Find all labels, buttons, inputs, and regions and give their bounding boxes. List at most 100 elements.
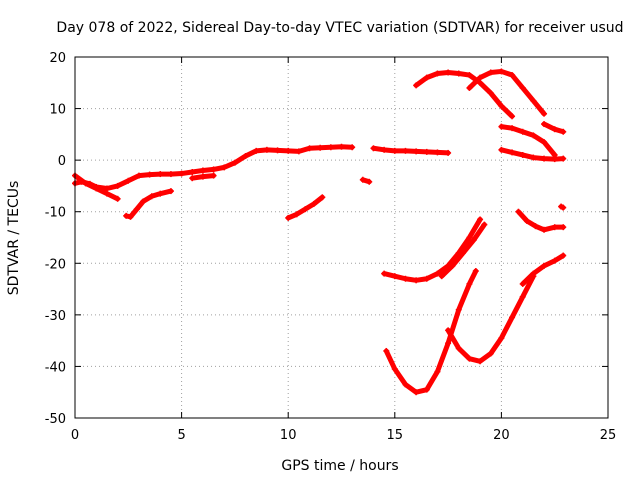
data-point bbox=[381, 270, 388, 277]
chart-title: Day 078 of 2022, Sidereal Day-to-day VTE… bbox=[56, 20, 623, 36]
data-series bbox=[438, 221, 488, 280]
data-point bbox=[413, 277, 420, 284]
data-point bbox=[253, 147, 260, 154]
data-point bbox=[157, 190, 164, 197]
data-point bbox=[541, 121, 548, 128]
data-point bbox=[434, 368, 441, 375]
data-series-trace bbox=[72, 144, 355, 192]
data-point bbox=[519, 293, 526, 300]
data-point bbox=[242, 153, 249, 160]
data-series-trace bbox=[541, 121, 566, 135]
data-point bbox=[317, 144, 324, 151]
data-point bbox=[285, 147, 292, 154]
data-point bbox=[423, 74, 430, 81]
data-point bbox=[133, 206, 140, 213]
data-point bbox=[560, 128, 567, 135]
y-tick-label: -40 bbox=[45, 360, 66, 375]
data-point bbox=[472, 268, 479, 275]
data-point bbox=[391, 273, 398, 280]
data-point bbox=[434, 270, 441, 277]
data-series-trace bbox=[413, 69, 515, 119]
data-point bbox=[519, 128, 526, 135]
data-point bbox=[434, 70, 441, 77]
data-point bbox=[541, 139, 548, 146]
data-point bbox=[560, 155, 567, 162]
data-point bbox=[114, 182, 121, 189]
data-point bbox=[210, 166, 217, 173]
data-point bbox=[498, 68, 505, 75]
y-tick-label: -50 bbox=[45, 412, 66, 427]
data-point bbox=[140, 198, 147, 205]
data-point bbox=[381, 146, 388, 153]
data-point bbox=[434, 149, 441, 156]
data-point bbox=[310, 200, 317, 207]
data-point bbox=[541, 226, 548, 233]
data-point bbox=[370, 145, 377, 152]
data-point bbox=[199, 173, 206, 180]
data-point bbox=[460, 249, 467, 256]
data-series bbox=[466, 68, 548, 117]
y-tick-label: 0 bbox=[58, 154, 66, 169]
data-series bbox=[515, 208, 567, 233]
ticks: 0 5 10 15 20 25 -50 -40 -30 -20 -10 0 10 20 bbox=[45, 51, 617, 443]
data-point bbox=[210, 172, 217, 179]
data-point bbox=[423, 386, 430, 393]
x-axis-label: GPS time / hours bbox=[281, 458, 398, 474]
data-series bbox=[72, 172, 121, 202]
data-point bbox=[560, 224, 567, 231]
data-point bbox=[189, 169, 196, 176]
data-point bbox=[523, 217, 530, 224]
data-point bbox=[349, 144, 356, 151]
data-point bbox=[189, 175, 196, 182]
y-tick-label: -10 bbox=[45, 206, 66, 221]
x-tick-label: 10 bbox=[280, 428, 297, 443]
data-point bbox=[293, 211, 300, 218]
data-point bbox=[530, 132, 537, 139]
data-layer bbox=[72, 68, 567, 396]
data-point bbox=[285, 214, 292, 221]
y-tick-label: 20 bbox=[49, 51, 66, 66]
data-series bbox=[189, 172, 217, 182]
data-series-trace bbox=[381, 216, 483, 283]
data-point bbox=[438, 273, 445, 280]
x-tick-label: 20 bbox=[493, 428, 510, 443]
data-point bbox=[541, 110, 548, 117]
data-point bbox=[383, 347, 390, 354]
data-series-trace bbox=[123, 188, 174, 220]
data-series bbox=[383, 268, 479, 396]
data-point bbox=[402, 147, 409, 154]
y-tick-label: 10 bbox=[49, 103, 66, 118]
data-point bbox=[530, 270, 537, 277]
data-point bbox=[541, 262, 548, 269]
data-point bbox=[359, 176, 366, 183]
data-point bbox=[295, 148, 302, 155]
data-series bbox=[370, 145, 452, 156]
data-point bbox=[167, 188, 174, 195]
data-point bbox=[423, 148, 430, 155]
x-tick-label: 0 bbox=[71, 428, 79, 443]
y-axis-label: SDTVAR / TECUs bbox=[6, 181, 22, 296]
data-point bbox=[551, 224, 558, 231]
data-point bbox=[487, 90, 494, 97]
data-point bbox=[481, 221, 488, 228]
data-point bbox=[449, 262, 456, 269]
data-point bbox=[477, 358, 484, 365]
x-tick-label: 15 bbox=[387, 428, 404, 443]
data-point bbox=[413, 82, 420, 89]
data-point bbox=[103, 190, 110, 197]
data-point bbox=[509, 149, 516, 156]
data-point bbox=[487, 69, 494, 76]
data-point bbox=[148, 193, 155, 200]
data-series bbox=[558, 203, 567, 211]
data-series bbox=[519, 252, 567, 287]
data-point bbox=[466, 280, 473, 287]
data-point bbox=[519, 84, 526, 91]
data-point bbox=[509, 113, 516, 120]
data-point bbox=[402, 381, 409, 388]
data-point bbox=[498, 146, 505, 153]
data-point bbox=[221, 164, 228, 171]
data-point bbox=[509, 72, 516, 79]
data-point bbox=[114, 195, 121, 202]
data-point bbox=[509, 314, 516, 321]
data-point bbox=[167, 171, 174, 178]
